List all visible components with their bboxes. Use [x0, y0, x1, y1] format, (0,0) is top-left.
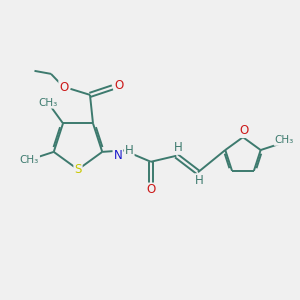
Text: O: O [146, 184, 155, 196]
Text: S: S [74, 163, 82, 176]
Text: CH₃: CH₃ [20, 155, 39, 165]
Text: CH₃: CH₃ [38, 98, 58, 108]
Text: H: H [195, 174, 204, 187]
Text: O: O [239, 124, 248, 137]
Text: O: O [115, 80, 124, 92]
Text: H: H [173, 141, 182, 154]
Text: O: O [59, 81, 68, 94]
Text: N: N [113, 149, 122, 162]
Text: CH₃: CH₃ [274, 135, 294, 145]
Text: H: H [125, 144, 134, 157]
